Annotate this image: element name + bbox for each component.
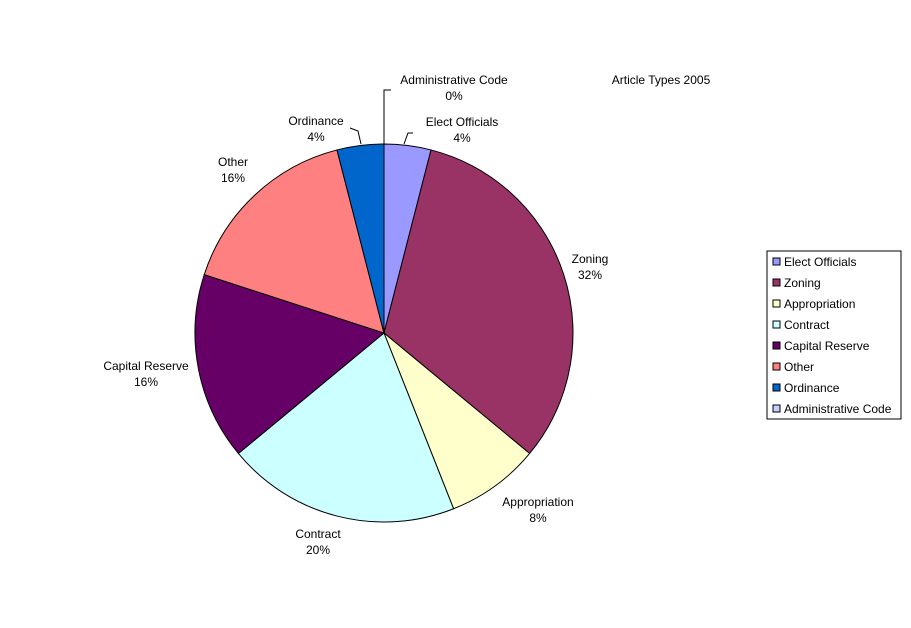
data-label-ordinance: Ordinance 4% [288,114,344,144]
data-label-appropriation: Appropriation 8% [502,495,573,525]
pie-slice-zoning [383,149,574,455]
legend-swatch-administrative-code [772,404,781,413]
data-label-capital-reserve: Capital Reserve 16% [103,359,189,389]
legend-swatch-appropriation [772,299,781,308]
legend-label-other: Other [784,360,814,374]
pie-slice-contract [237,332,455,523]
legend-swatch-zoning [772,278,781,287]
legend: Elect Officials Zoning Appropriation Contra… [766,250,902,420]
slice-labels: Elect Officials 4% Zoning 32% Appropriation 8… [103,73,608,557]
legend-label-contract: Contract [784,318,830,332]
legend-label-capital-reserve: Capital Reserve [784,339,870,353]
leader-lines [349,89,413,145]
legend-box [766,250,902,420]
legend-label-appropriation: Appropriation [784,297,855,311]
legend-label-ordinance: Ordinance [784,381,840,395]
leader-line-administrative-code [383,89,391,144]
data-label-elect-officials: Elect Officials 4% [426,115,498,145]
pie-slices [194,143,574,523]
chart-title: Article Types 2005 [612,73,711,87]
data-label-other: Other 16% [218,155,248,185]
leader-line-elect-officials [403,132,413,145]
legend-label-elect-officials: Elect Officials [784,255,856,269]
pie-slice-other [203,149,385,334]
data-label-zoning: Zoning 32% [572,252,609,282]
data-label-contract: Contract 20% [295,527,341,557]
legend-label-zoning: Zoning [784,276,821,290]
legend-swatch-other [772,362,781,371]
pie-slice-appropriation [383,332,531,510]
legend-swatch-contract [772,320,781,329]
legend-label-administrative-code: Administrative Code [784,402,892,416]
legend-swatch-ordinance [772,383,781,392]
leader-line-ordinance [349,127,362,145]
legend-swatch-capital-reserve [772,341,781,350]
pie-slice-capital-reserve [194,273,386,455]
legend-items: Elect Officials Zoning Appropriation Contra… [772,255,892,416]
data-label-administrative-code: Administrative Code 0% [400,73,508,103]
legend-swatch-elect-officials [772,257,781,266]
